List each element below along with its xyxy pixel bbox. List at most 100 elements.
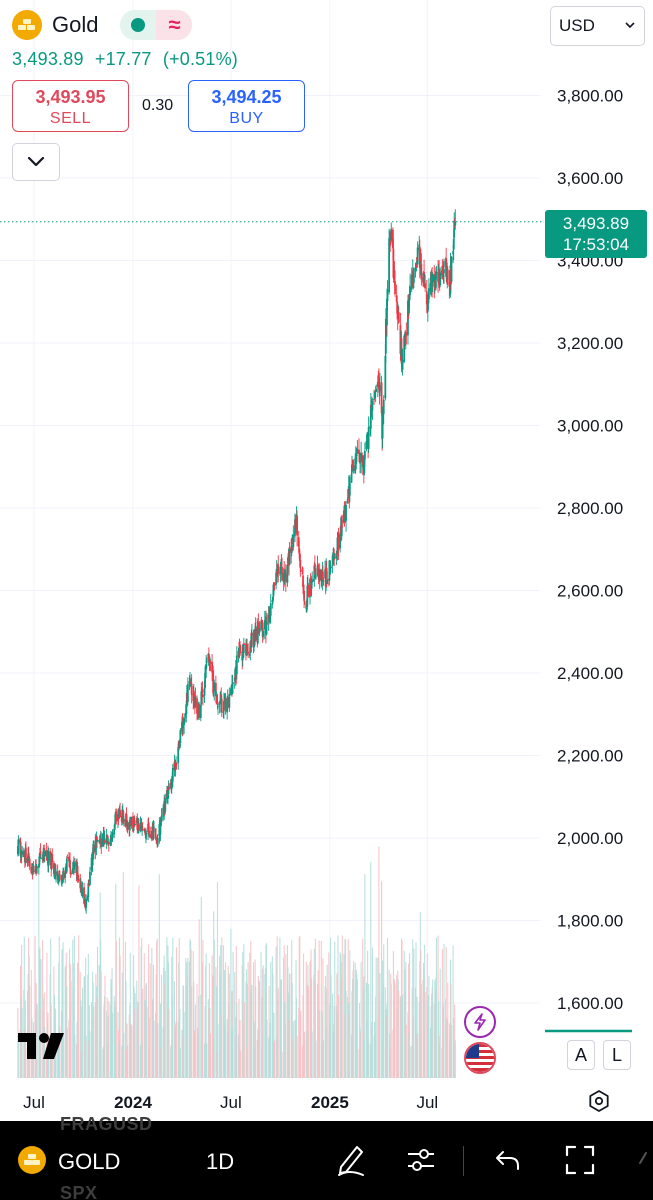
candle (266, 612, 268, 634)
more-tools-icon[interactable] (636, 1143, 653, 1177)
candle (256, 621, 259, 645)
volume-bar (318, 940, 320, 1078)
volume-bar (158, 874, 160, 1078)
candle (237, 647, 240, 663)
candle (92, 840, 95, 860)
candle (284, 564, 287, 592)
candle (330, 565, 332, 569)
volume-bar (23, 936, 25, 1078)
candle (171, 764, 174, 788)
candle (431, 272, 434, 293)
fullscreen-icon[interactable] (563, 1143, 597, 1177)
candle (450, 256, 453, 284)
volume-bar (311, 1031, 313, 1078)
settings-icon[interactable] (586, 1088, 612, 1114)
time-axis-tick: Jul (220, 1093, 242, 1112)
candle (89, 866, 91, 886)
volume-bar (232, 951, 234, 1078)
price-axis-tick: 2,600.00 (557, 582, 623, 601)
candle (294, 514, 297, 533)
candle (233, 668, 236, 689)
candle (384, 344, 387, 401)
volume-bar (87, 953, 89, 1078)
undo-icon[interactable] (493, 1143, 523, 1177)
volume-bar (299, 935, 301, 1078)
candle (200, 682, 203, 707)
market-status-pill[interactable]: ≈ (120, 10, 193, 40)
candle (405, 322, 408, 345)
volume-bar (394, 983, 396, 1078)
candle (419, 259, 422, 276)
candle (424, 274, 427, 292)
time-axis-tick: 2024 (114, 1093, 152, 1112)
interval-button[interactable]: 1D (206, 1149, 235, 1174)
candle (205, 657, 208, 669)
volume-bar (84, 976, 86, 1078)
volume-bar (402, 994, 404, 1078)
volume-bar (125, 981, 127, 1078)
symbol-search-button[interactable]: GOLD (58, 1149, 121, 1174)
volume-bar (73, 936, 75, 1078)
candle (426, 294, 429, 322)
log-scale-button[interactable]: L (603, 1040, 631, 1070)
candle (315, 574, 317, 580)
volume-bar (266, 1019, 268, 1078)
candle (122, 815, 125, 827)
volume-bar (213, 939, 215, 1078)
volume-bar (270, 961, 272, 1078)
volume-bar (100, 971, 102, 1078)
gold-bars-icon (18, 1146, 46, 1174)
candle (228, 687, 231, 712)
indicators-sliders-icon[interactable] (405, 1143, 437, 1177)
candle (269, 593, 272, 624)
volume-bar (78, 935, 80, 1078)
candle (403, 331, 406, 341)
candle (35, 864, 38, 874)
lightning-icon[interactable] (464, 1006, 496, 1038)
candle (374, 391, 377, 399)
candle (337, 527, 340, 560)
sell-button[interactable]: 3,493.95 SELL (12, 80, 129, 132)
candle (175, 756, 177, 767)
collapse-legend-button[interactable] (12, 143, 60, 181)
volume-bar (58, 936, 60, 1078)
volume-bar (198, 919, 200, 1078)
candle (153, 821, 155, 833)
volume-bar (216, 882, 219, 1078)
candlestick-series[interactable] (16, 209, 457, 914)
candle (370, 398, 373, 416)
ghost-symbol-above: FRAGUSD (60, 1114, 153, 1134)
volume-bar (47, 1049, 50, 1078)
candle (346, 488, 349, 504)
volume-bar (148, 944, 150, 1078)
currency-select[interactable]: USD (550, 6, 645, 46)
candle (160, 808, 163, 826)
drawing-pen-icon[interactable] (335, 1143, 367, 1177)
candle (367, 416, 370, 454)
candle (175, 762, 178, 770)
candle (174, 759, 177, 777)
candle (363, 457, 366, 476)
price-axis[interactable]: 3,800.003,600.003,400.003,200.003,000.00… (557, 87, 623, 1014)
volume-bar (85, 1035, 87, 1078)
candle (66, 854, 69, 859)
candle (423, 259, 425, 288)
volume-bar (44, 1027, 46, 1078)
volume-bar (258, 981, 260, 1078)
candle (51, 848, 54, 869)
symbol-name[interactable]: Gold (52, 12, 99, 37)
buy-button[interactable]: 3,494.25 BUY (188, 80, 305, 132)
volume-bar (122, 871, 124, 1078)
volume-bar (121, 972, 123, 1078)
volume-bar (251, 984, 253, 1078)
volume-bar (334, 941, 336, 1078)
candle (105, 828, 108, 849)
auto-scale-button[interactable]: A (567, 1040, 595, 1070)
volume-bar (240, 1050, 242, 1078)
time-axis[interactable]: Jul 2024 Jul 2025 Jul (23, 1093, 438, 1112)
candle (83, 882, 85, 904)
volume-bar (142, 988, 144, 1078)
volume-bar (432, 979, 434, 1078)
us-flag-icon[interactable] (464, 1042, 496, 1074)
